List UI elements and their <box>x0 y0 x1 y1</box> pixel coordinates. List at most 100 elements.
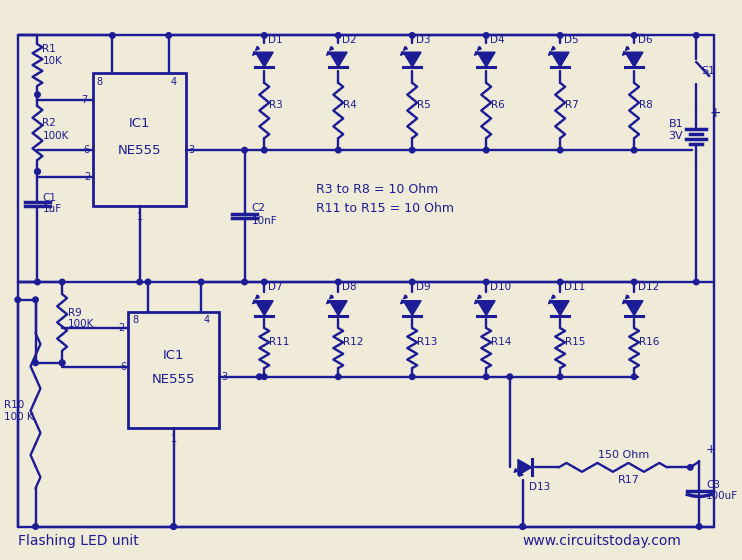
Text: 100K: 100K <box>42 131 69 141</box>
Text: B1: B1 <box>669 119 683 129</box>
Circle shape <box>137 279 142 284</box>
Text: D12: D12 <box>638 282 660 292</box>
Circle shape <box>484 147 489 153</box>
Text: R11 to R15 = 10 Ohm: R11 to R15 = 10 Ohm <box>315 202 453 214</box>
Circle shape <box>697 524 702 529</box>
Circle shape <box>335 279 341 284</box>
Circle shape <box>110 32 115 38</box>
Text: 3V: 3V <box>669 131 683 141</box>
Text: R7: R7 <box>565 100 579 110</box>
Polygon shape <box>255 301 273 315</box>
Text: +: + <box>706 443 717 456</box>
Text: 100K: 100K <box>68 319 94 329</box>
Text: 10nF: 10nF <box>252 216 277 226</box>
Text: IC1: IC1 <box>129 117 151 130</box>
Text: R2: R2 <box>42 118 56 128</box>
Circle shape <box>35 169 40 174</box>
Polygon shape <box>551 52 569 67</box>
Text: R3 to R8 = 10 Ohm: R3 to R8 = 10 Ohm <box>315 183 438 196</box>
Text: 10K: 10K <box>42 56 62 66</box>
Text: NE555: NE555 <box>152 372 195 385</box>
Circle shape <box>166 32 171 38</box>
Circle shape <box>410 32 415 38</box>
Text: 100 K: 100 K <box>4 412 33 422</box>
Circle shape <box>631 374 637 380</box>
Text: R1: R1 <box>42 44 56 54</box>
Circle shape <box>33 297 39 302</box>
Text: R8: R8 <box>639 100 653 110</box>
Circle shape <box>557 32 563 38</box>
Circle shape <box>242 147 247 153</box>
Bar <box>93 73 186 206</box>
Circle shape <box>171 524 177 529</box>
Text: D9: D9 <box>416 282 431 292</box>
Circle shape <box>410 374 415 380</box>
Text: D2: D2 <box>342 35 357 45</box>
Text: IC1: IC1 <box>162 349 184 362</box>
Text: D10: D10 <box>490 282 511 292</box>
Polygon shape <box>477 301 495 315</box>
Text: 1uF: 1uF <box>42 204 62 214</box>
Circle shape <box>171 524 177 529</box>
Text: +: + <box>709 106 720 120</box>
Circle shape <box>688 465 693 470</box>
Polygon shape <box>329 301 347 315</box>
Text: 1: 1 <box>171 434 177 444</box>
Circle shape <box>557 279 563 284</box>
Text: 3: 3 <box>188 145 194 155</box>
Text: D7: D7 <box>269 282 283 292</box>
Circle shape <box>631 279 637 284</box>
Circle shape <box>507 374 513 380</box>
Circle shape <box>484 279 489 284</box>
Polygon shape <box>477 52 495 67</box>
Circle shape <box>631 147 637 153</box>
Circle shape <box>257 374 262 380</box>
Text: 2: 2 <box>118 323 125 333</box>
Circle shape <box>261 32 267 38</box>
Text: NE555: NE555 <box>118 143 161 157</box>
Circle shape <box>335 374 341 380</box>
Circle shape <box>694 32 699 38</box>
Text: Flashing LED unit: Flashing LED unit <box>18 534 139 548</box>
Polygon shape <box>255 52 273 67</box>
Circle shape <box>484 32 489 38</box>
Circle shape <box>694 279 699 284</box>
Polygon shape <box>626 301 643 315</box>
Text: R6: R6 <box>491 100 505 110</box>
Circle shape <box>520 524 525 529</box>
Circle shape <box>35 279 40 284</box>
Text: R9: R9 <box>68 307 82 318</box>
Polygon shape <box>551 301 569 315</box>
Text: 7: 7 <box>81 95 87 105</box>
Text: R17: R17 <box>618 475 640 485</box>
Text: R3: R3 <box>269 100 283 110</box>
Circle shape <box>484 374 489 380</box>
Text: 2: 2 <box>84 172 90 182</box>
Circle shape <box>410 279 415 284</box>
Text: C1: C1 <box>42 193 56 203</box>
Text: D3: D3 <box>416 35 431 45</box>
Text: 100uF: 100uF <box>706 492 738 501</box>
Text: D11: D11 <box>564 282 585 292</box>
Polygon shape <box>329 52 347 67</box>
Text: D4: D4 <box>490 35 505 45</box>
Text: R4: R4 <box>344 100 357 110</box>
Circle shape <box>35 92 40 97</box>
Text: 6: 6 <box>84 145 90 155</box>
Circle shape <box>145 279 151 284</box>
Text: R12: R12 <box>344 337 364 347</box>
Circle shape <box>15 297 21 302</box>
Text: C2: C2 <box>252 203 266 213</box>
Text: 150 Ohm: 150 Ohm <box>598 450 649 460</box>
Text: C3: C3 <box>706 479 720 489</box>
Text: R10: R10 <box>4 400 24 410</box>
Circle shape <box>335 32 341 38</box>
Text: 3: 3 <box>221 372 227 382</box>
Text: S1: S1 <box>701 67 715 76</box>
Text: D6: D6 <box>638 35 653 45</box>
Text: D13: D13 <box>528 482 550 492</box>
Text: D1: D1 <box>269 35 283 45</box>
Circle shape <box>410 147 415 153</box>
Circle shape <box>198 279 204 284</box>
Circle shape <box>631 32 637 38</box>
